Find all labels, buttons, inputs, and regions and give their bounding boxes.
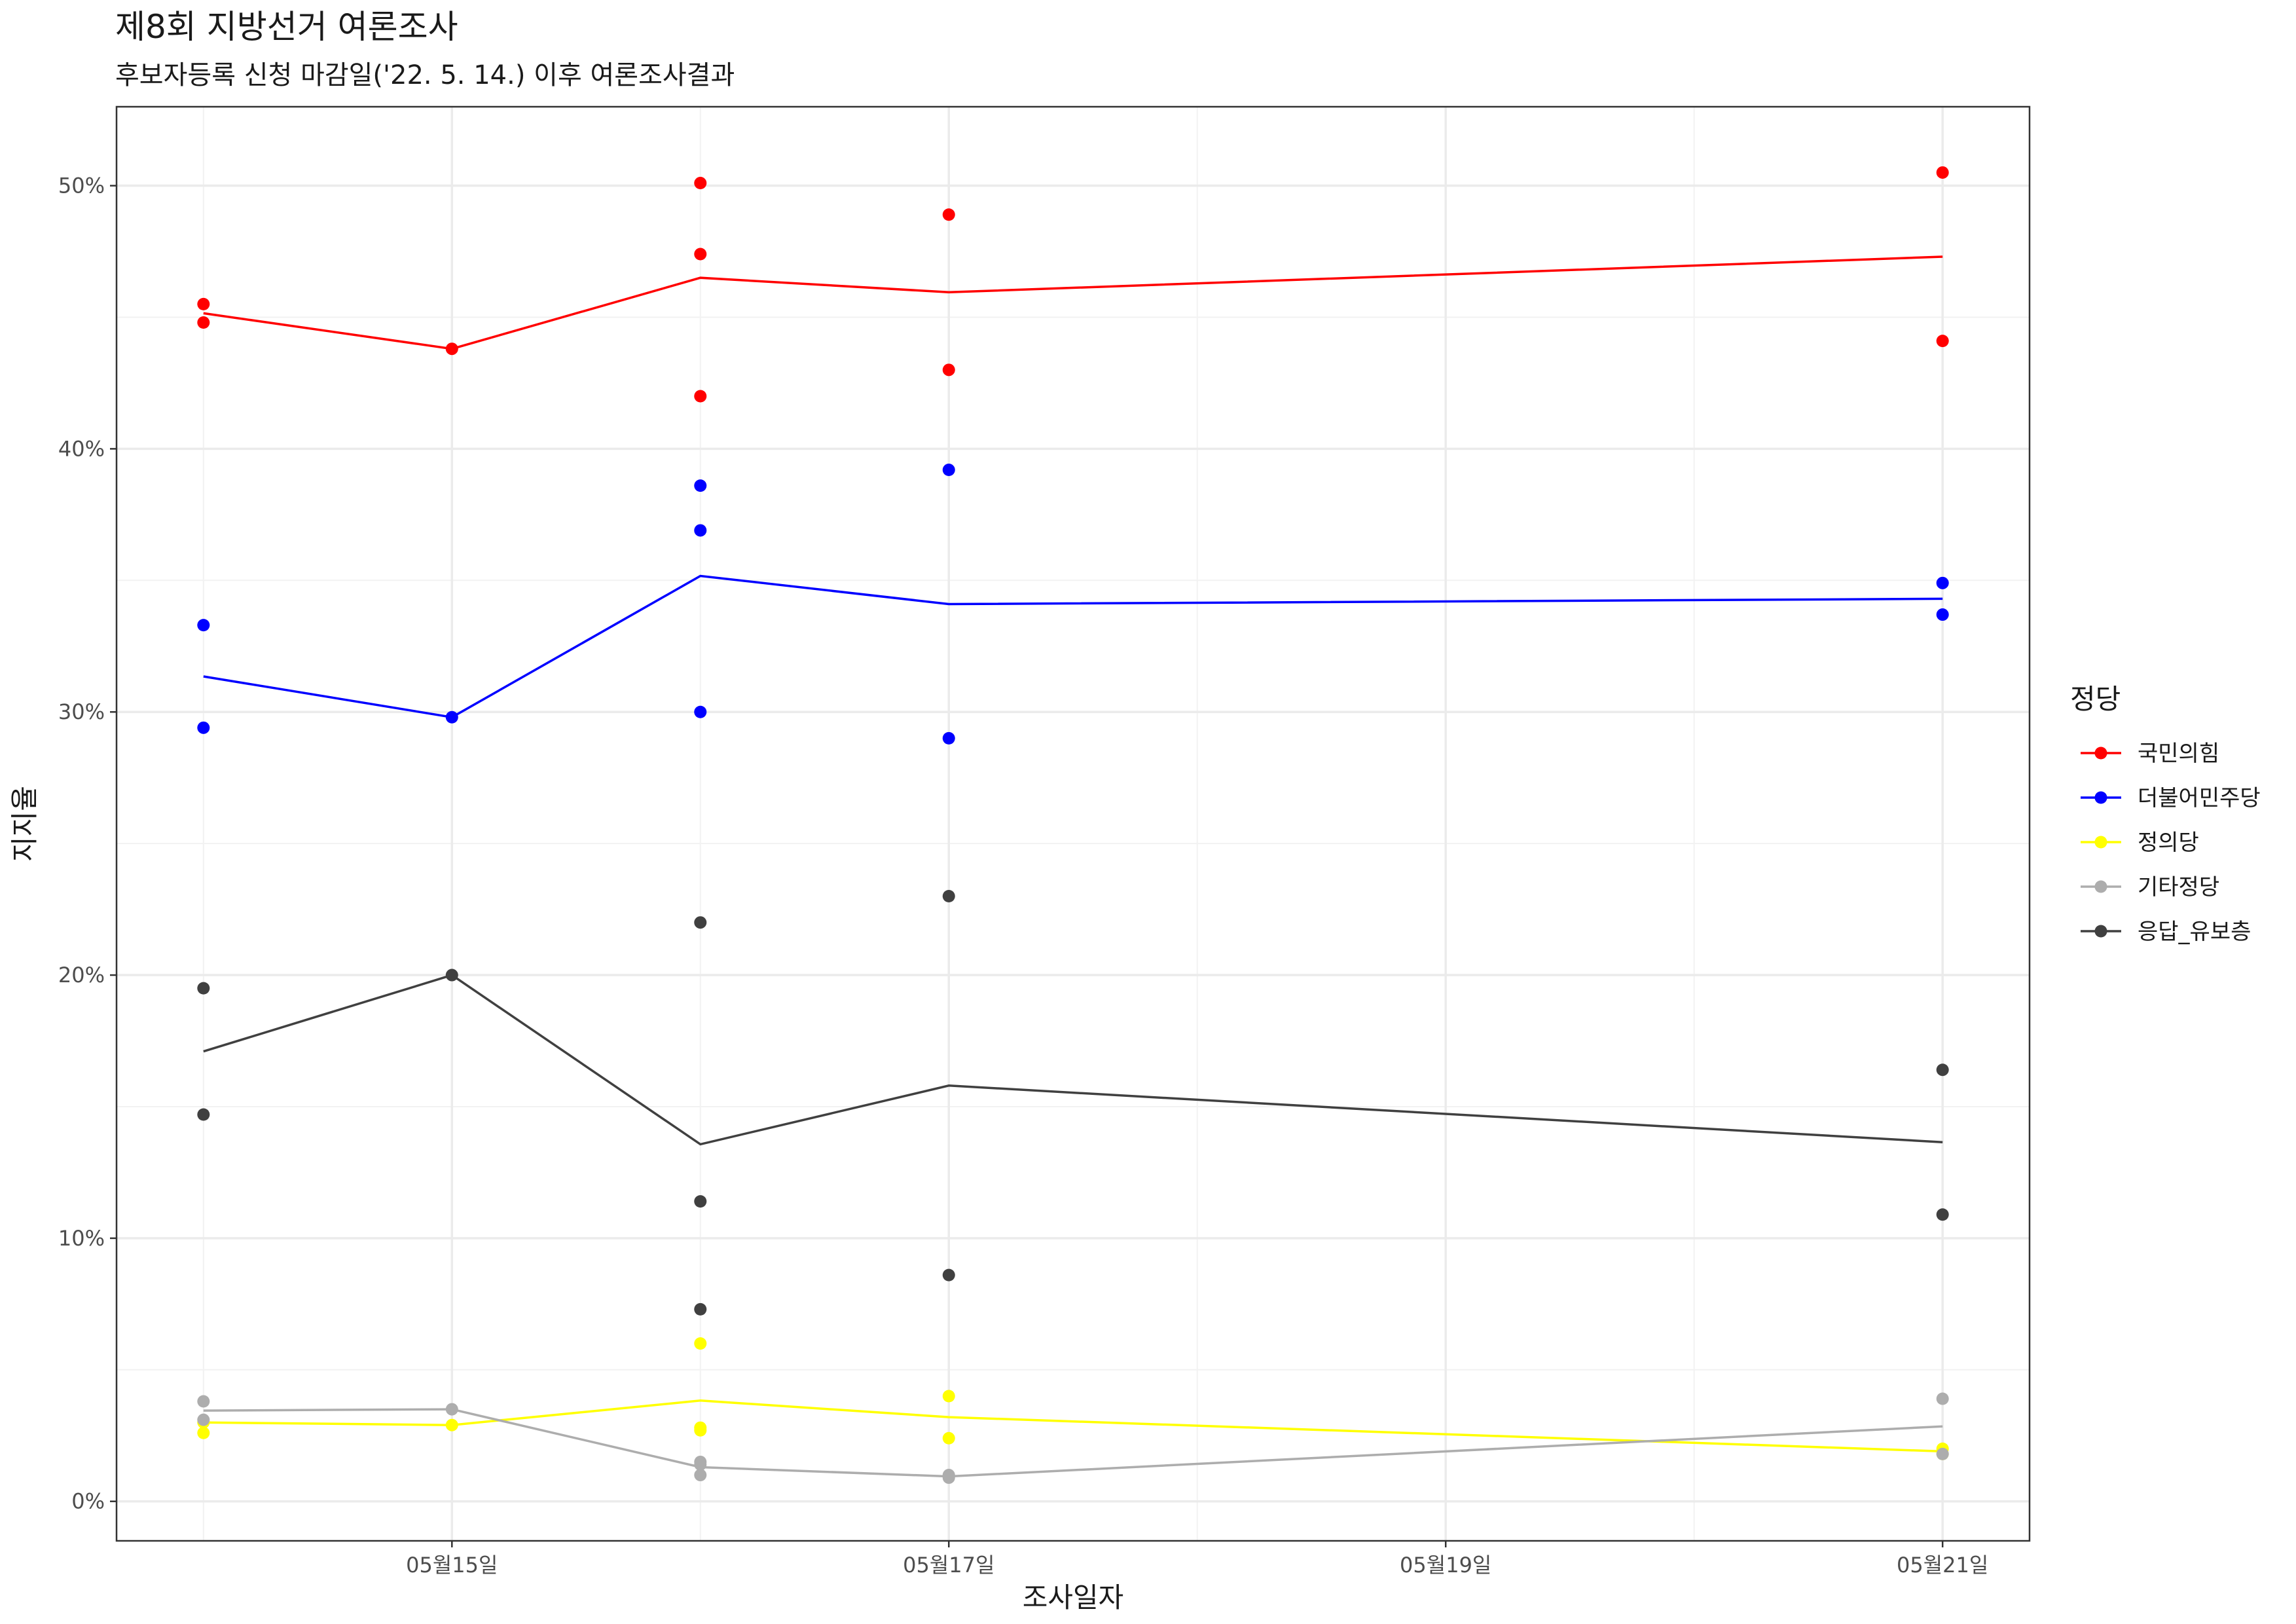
data-point-series-1: [942, 208, 955, 221]
data-point-series-3: [694, 1424, 707, 1437]
data-marks: [197, 166, 1949, 1485]
legend-key-point: [2094, 880, 2107, 893]
x-tick-label: 05월17일: [903, 1553, 994, 1578]
legend-key-point: [2094, 791, 2107, 804]
data-point-series-2: [445, 710, 458, 724]
series-line-3: [203, 1399, 1943, 1453]
data-point-series-2: [694, 705, 707, 718]
data-point-series-4: [197, 1413, 210, 1426]
series-line-2: [203, 574, 1943, 719]
legend-key-point: [2094, 925, 2107, 938]
data-point-series-5: [445, 969, 458, 982]
chart-subtitle: 후보자등록 신청 마감일('22. 5. 14.) 이후 여론조사결과: [115, 60, 735, 90]
y-tick-label: 10%: [58, 1226, 105, 1251]
data-point-series-2: [1936, 576, 1949, 589]
data-point-series-5: [197, 982, 210, 995]
data-point-series-4: [694, 1458, 707, 1471]
data-point-series-2: [942, 731, 955, 745]
data-point-series-1: [445, 342, 458, 356]
data-point-series-4: [197, 1395, 210, 1408]
data-point-series-3: [197, 1426, 210, 1439]
data-point-series-5: [694, 916, 707, 929]
data-point-series-1: [694, 390, 707, 403]
data-point-series-5: [942, 1268, 955, 1282]
data-point-series-4: [694, 1469, 707, 1482]
x-tick-label: 05월15일: [406, 1553, 498, 1578]
y-tick-label: 30%: [58, 699, 105, 724]
legend-label: 기타정당: [2138, 874, 2219, 900]
data-point-series-5: [942, 890, 955, 903]
data-point-series-1: [942, 363, 955, 377]
data-point-series-1: [1936, 335, 1949, 348]
y-axis-title: 지지율: [9, 786, 41, 862]
data-point-series-1: [694, 177, 707, 190]
data-point-series-5: [1936, 1208, 1949, 1221]
data-point-series-4: [445, 1403, 458, 1416]
legend-key-point: [2094, 747, 2107, 760]
x-tick-label: 05월19일: [1400, 1553, 1491, 1578]
data-point-series-2: [694, 479, 707, 492]
data-point-series-3: [694, 1337, 707, 1350]
y-axis-ticks: 0% 10% 20% 30% 40% 50%: [58, 174, 117, 1514]
x-tick-label: 05월21일: [1897, 1553, 1988, 1578]
data-point-series-1: [197, 316, 210, 329]
legend-label: 응답_유보층: [2138, 919, 2251, 945]
plot-border: [115, 105, 2031, 1542]
legend-title: 정당: [2070, 683, 2121, 715]
x-axis-title: 조사일자: [1023, 1581, 1124, 1614]
data-point-series-2: [694, 524, 707, 537]
series-line-5: [203, 974, 1943, 1146]
y-tick-label: 40%: [58, 436, 105, 461]
y-tick-label: 20%: [58, 963, 105, 987]
y-tick-label: 50%: [58, 174, 105, 198]
data-point-series-5: [1936, 1063, 1949, 1077]
grid: [117, 107, 2030, 1541]
series-line-1: [203, 255, 1943, 350]
data-point-series-3: [445, 1418, 458, 1431]
data-point-series-5: [694, 1302, 707, 1316]
legend-label: 더불어민주당: [2138, 785, 2261, 811]
data-point-series-4: [1936, 1392, 1949, 1405]
data-point-series-4: [942, 1471, 955, 1485]
data-point-series-1: [1936, 166, 1949, 179]
data-point-series-2: [197, 619, 210, 632]
legend-label: 정의당: [2138, 830, 2199, 856]
data-point-series-3: [942, 1431, 955, 1445]
x-axis-ticks: 05월15일 05월17일 05월19일 05월21일: [406, 1541, 1988, 1578]
data-point-series-4: [1936, 1447, 1949, 1460]
chart-title: 제8회 지방선거 여론조사: [115, 8, 458, 46]
data-point-series-3: [942, 1390, 955, 1403]
data-point-series-1: [197, 297, 210, 310]
y-tick-label: 0%: [71, 1489, 105, 1514]
data-point-series-2: [197, 721, 210, 734]
legend-key-point: [2094, 836, 2107, 849]
plot-background: [117, 107, 2030, 1541]
data-point-series-1: [694, 248, 707, 261]
legend-label: 국민의힘: [2138, 741, 2219, 767]
data-point-series-2: [1936, 608, 1949, 621]
data-point-series-5: [197, 1108, 210, 1121]
data-point-series-2: [942, 464, 955, 477]
data-point-series-5: [694, 1195, 707, 1208]
